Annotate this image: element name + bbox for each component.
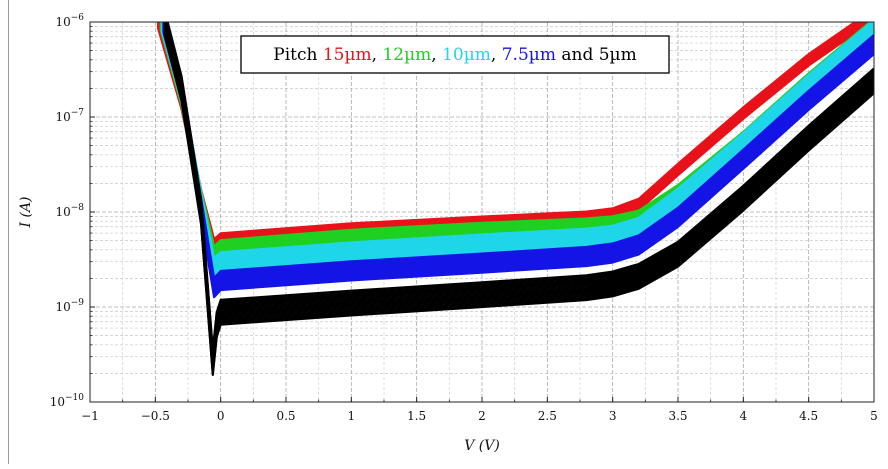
series-line (163, 22, 873, 260)
x-tick-label: 3.5 (668, 409, 687, 423)
x-tick-label: 2.5 (538, 409, 557, 423)
series-line (164, 22, 874, 280)
legend-separator: , (372, 45, 383, 65)
legend-entry: 15µm (323, 45, 372, 65)
y-axis-label: I (A) (18, 196, 34, 228)
y-tick-label: 10−8 (55, 203, 84, 219)
legend-entry: 7.5µm (502, 45, 556, 65)
series-line (166, 22, 874, 352)
legend-prefix: Pitch (273, 45, 323, 65)
legend-box (240, 35, 670, 74)
y-axis-ticks: 10−10 10−9 10−8 10−7 10−6 (50, 13, 95, 409)
x-axis-ticks: −1 −0.5 0 0.5 1 1.5 2 2.5 3 3.5 4 4.5 5 (81, 397, 878, 423)
x-axis-label: V (V) (464, 438, 500, 454)
page-edge-rule (8, 0, 9, 464)
x-tick-label: 4.5 (799, 409, 818, 423)
x-tick-label: −1 (81, 409, 99, 423)
legend-text: Pitch 15µm, 12µm, 10µm, 7.5µm and 5µm (273, 45, 636, 65)
legend-entry: 5µm (599, 45, 637, 65)
legend-separator: , (491, 45, 502, 65)
y-tick-label: 10−7 (55, 108, 84, 124)
legend-entry: 10µm (442, 45, 491, 65)
x-tick-label: 2 (478, 409, 486, 423)
legend-separator: and (556, 45, 599, 65)
x-tick-label: 0 (217, 409, 225, 423)
y-tick-label: 10−9 (55, 298, 84, 314)
legend: Pitch 15µm, 12µm, 10µm, 7.5µm and 5µm (240, 35, 670, 74)
series-5m-bundle (163, 22, 874, 376)
x-tick-label: 0.5 (276, 409, 295, 423)
series-layer (156, 22, 874, 376)
x-tick-label: −0.5 (141, 409, 170, 423)
x-tick-label: 1 (348, 409, 356, 423)
legend-entry: 12µm (382, 45, 431, 65)
x-tick-label: 1.5 (407, 409, 426, 423)
y-tick-label: 10−10 (50, 393, 85, 409)
x-tick-label: 5 (870, 409, 878, 423)
y-tick-label: 10−6 (55, 13, 84, 29)
x-tick-label: 4 (740, 409, 748, 423)
x-tick-label: 3 (609, 409, 617, 423)
legend-separator: , (431, 45, 442, 65)
